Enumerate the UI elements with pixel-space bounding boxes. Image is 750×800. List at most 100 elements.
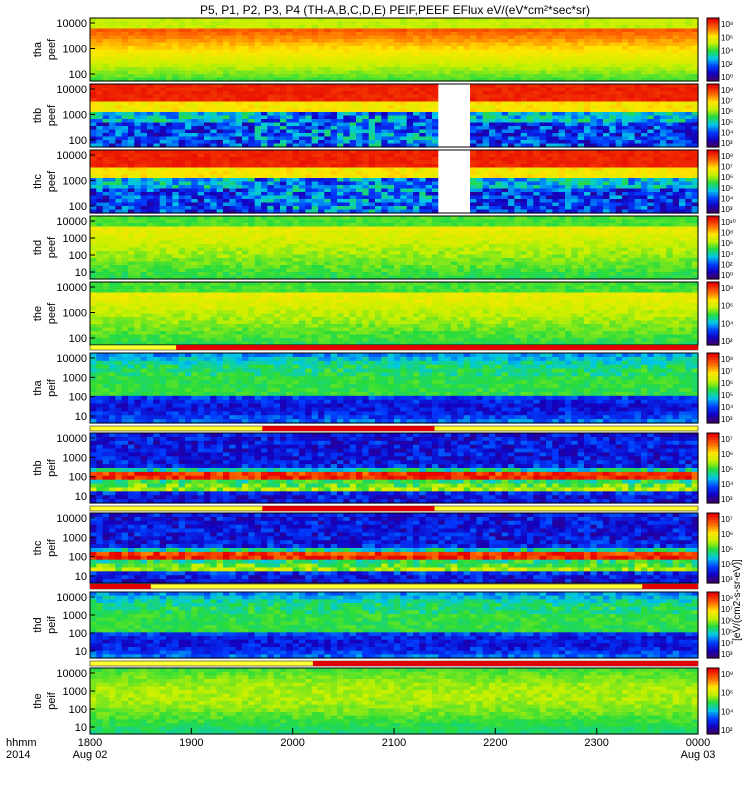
heatmap-cell bbox=[96, 178, 104, 183]
heatmap-cell bbox=[159, 74, 167, 79]
heatmap-cell bbox=[330, 53, 338, 58]
heatmap-cell bbox=[337, 35, 344, 40]
heatmap-cell bbox=[191, 122, 199, 127]
heatmap-cell bbox=[444, 25, 452, 30]
heatmap-cell bbox=[115, 56, 123, 61]
panel-frame bbox=[89, 83, 699, 148]
heatmap-cell bbox=[375, 101, 382, 106]
heatmap-cell bbox=[172, 126, 180, 131]
heatmap-cell bbox=[615, 98, 623, 103]
heatmap-cell bbox=[533, 21, 541, 26]
heatmap-cell bbox=[324, 199, 332, 204]
heatmap-cell bbox=[349, 143, 357, 148]
heatmap-cell bbox=[128, 98, 135, 103]
heatmap-cell bbox=[527, 108, 534, 113]
heatmap-cell bbox=[210, 56, 218, 61]
heatmap-cell bbox=[273, 56, 281, 61]
heatmap-cell bbox=[305, 25, 313, 30]
heatmap-cell bbox=[223, 87, 230, 92]
heatmap-cell bbox=[362, 98, 370, 103]
heatmap-cell bbox=[128, 28, 135, 33]
heatmap-cell bbox=[311, 98, 319, 103]
heatmap-cell bbox=[533, 84, 541, 89]
heatmap-cell bbox=[413, 60, 420, 65]
heatmap-cell bbox=[482, 164, 490, 169]
heatmap-cell bbox=[438, 126, 446, 131]
heatmap-cell bbox=[324, 84, 332, 89]
heatmap-cell bbox=[356, 63, 363, 68]
heatmap-cell bbox=[476, 133, 484, 138]
heatmap-cell bbox=[406, 32, 414, 37]
heatmap-cell bbox=[197, 192, 205, 197]
heatmap-cell bbox=[178, 157, 186, 162]
heatmap-cell bbox=[261, 192, 268, 197]
heatmap-cell bbox=[501, 136, 509, 141]
heatmap-cell bbox=[128, 74, 135, 79]
heatmap-cell bbox=[419, 195, 427, 200]
heatmap-cell bbox=[400, 140, 408, 145]
heatmap-cell bbox=[425, 21, 433, 26]
heatmap-cell bbox=[261, 53, 268, 58]
heatmap-cell bbox=[520, 74, 528, 79]
heatmap-cell bbox=[330, 195, 338, 200]
heatmap-cell bbox=[166, 202, 173, 207]
heatmap-cell bbox=[622, 115, 629, 120]
heatmap-cell bbox=[134, 105, 142, 110]
heatmap-cell bbox=[565, 133, 572, 138]
heatmap-cell bbox=[444, 140, 452, 145]
heatmap-cell bbox=[172, 77, 180, 82]
heatmap-cell bbox=[558, 91, 566, 96]
heatmap-cell bbox=[235, 94, 243, 99]
heatmap-cell bbox=[451, 171, 458, 176]
heatmap-cell bbox=[400, 171, 408, 176]
heatmap-cell bbox=[90, 35, 97, 40]
heatmap-cell bbox=[596, 84, 604, 89]
heatmap-cell bbox=[299, 101, 306, 106]
colorbar-tick-label: 10⁸ bbox=[721, 86, 733, 95]
heatmap-cell bbox=[527, 202, 534, 207]
heatmap-cell bbox=[115, 185, 123, 190]
heatmap-cell bbox=[267, 174, 275, 179]
heatmap-cell bbox=[463, 185, 471, 190]
heatmap-cell bbox=[172, 174, 180, 179]
heatmap-cell bbox=[463, 153, 471, 158]
heatmap-cell bbox=[565, 42, 572, 47]
heatmap-cell bbox=[470, 157, 477, 162]
heatmap-cell bbox=[172, 164, 180, 169]
heatmap-cell bbox=[235, 206, 243, 211]
heatmap-cell bbox=[273, 160, 281, 165]
heatmap-cell bbox=[406, 206, 414, 211]
heatmap-cell bbox=[501, 185, 509, 190]
heatmap-cell bbox=[463, 53, 471, 58]
heatmap-cell bbox=[679, 39, 686, 44]
heatmap-cell bbox=[121, 185, 129, 190]
heatmap-cell bbox=[356, 112, 363, 117]
heatmap-cell bbox=[280, 46, 287, 51]
heatmap-cell bbox=[318, 60, 325, 65]
heatmap-cell bbox=[495, 185, 503, 190]
heatmap-cell bbox=[128, 112, 135, 117]
heatmap-cell bbox=[489, 129, 496, 134]
heatmap-cell bbox=[90, 171, 97, 176]
heatmap-cell bbox=[210, 136, 218, 141]
heatmap-cell bbox=[451, 195, 458, 200]
heatmap-cell bbox=[482, 188, 490, 193]
heatmap-cell bbox=[362, 74, 370, 79]
heatmap-cell bbox=[216, 60, 224, 65]
heatmap-cell bbox=[121, 91, 129, 96]
heatmap-cell bbox=[305, 112, 313, 117]
heatmap-cell bbox=[178, 25, 186, 30]
heatmap-cell bbox=[685, 60, 693, 65]
heatmap-cell bbox=[286, 202, 294, 207]
heatmap-cell bbox=[425, 112, 433, 117]
heatmap-cell bbox=[660, 42, 667, 47]
heatmap-cell bbox=[406, 129, 414, 134]
heatmap-cell bbox=[96, 74, 104, 79]
heatmap-cell bbox=[185, 56, 192, 61]
heatmap-cell bbox=[299, 150, 306, 155]
heatmap-cell bbox=[615, 28, 623, 33]
heatmap-cell bbox=[438, 91, 446, 96]
chart-title: P5, P1, P2, P3, P4 (TH-A,B,C,D,E) PEIF,P… bbox=[200, 3, 590, 17]
heatmap-cell bbox=[159, 195, 167, 200]
